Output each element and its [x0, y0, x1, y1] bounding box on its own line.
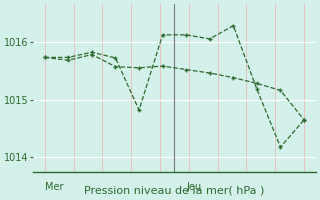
Text: Mer: Mer — [45, 182, 63, 192]
X-axis label: Pression niveau de la mer( hPa ): Pression niveau de la mer( hPa ) — [84, 186, 265, 196]
Text: Jeu: Jeu — [186, 182, 201, 192]
